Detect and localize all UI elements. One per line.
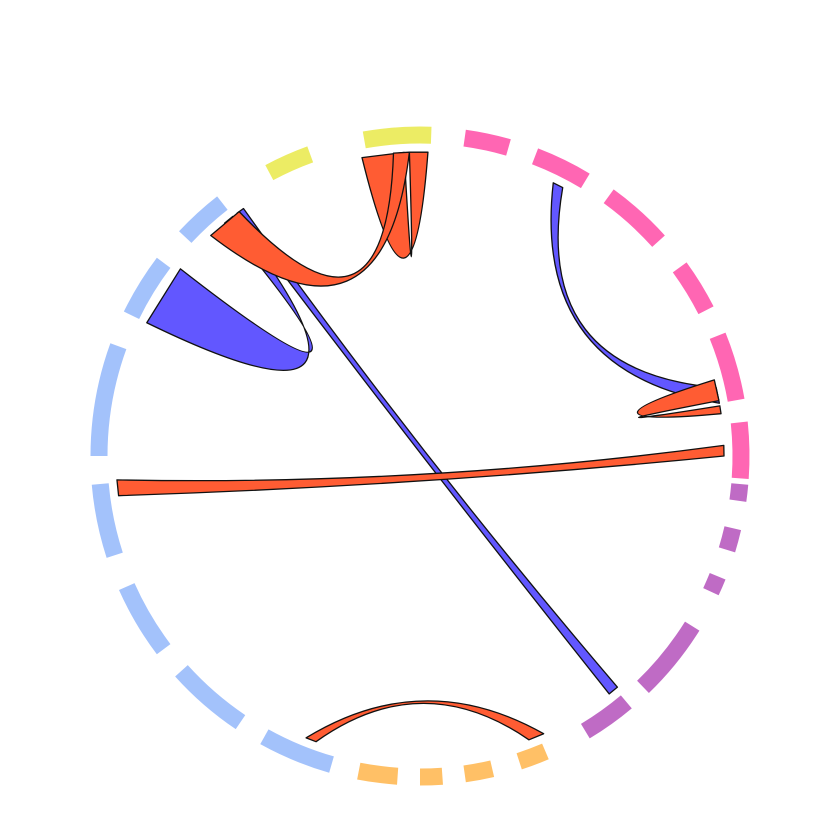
ribbon-yellow-blue-1 [146,215,313,372]
arc-segment-g2-s3 [637,621,700,694]
arc-segment-g4-s5 [123,257,171,320]
arc-segment-g1-s3 [672,262,714,315]
arc-segment-g4-s0 [260,729,334,773]
arc-segment-g4-s2 [118,582,171,655]
arc-segment-g3-s1 [463,760,495,783]
arc-segment-g4-s1 [175,665,246,730]
group-arcs [90,126,750,786]
ribbon-pink-pink-5 [636,379,722,419]
arc-segment-g1-s2 [603,189,665,247]
arc-segment-g3-s2 [419,767,443,786]
ribbon-blue-orange-7 [305,700,545,743]
arc-segment-g1-s4 [709,332,745,402]
arc-segment-g1-s1 [531,148,590,189]
arc-segment-g0-s0 [265,146,314,181]
ribbon-yellow-pink-3 [210,151,411,287]
arc-segment-g3-s0 [516,743,549,770]
ribbon-blue-purple-6 [116,444,725,497]
arc-segment-g2-s0 [729,483,749,502]
arc-segment-g1-s0 [463,129,511,156]
arc-segment-g2-s1 [718,526,742,553]
arc-segment-g3-s3 [357,762,399,785]
arc-segment-g2-s2 [703,573,726,596]
ribbons [116,151,725,743]
arc-segment-g0-s1 [362,126,432,149]
arc-segment-g1-s5 [730,421,750,479]
arc-segment-g4-s3 [91,483,123,558]
arc-segment-g4-s6 [179,196,228,243]
arc-segment-g4-s4 [90,343,127,457]
arc-segment-g2-s4 [580,695,632,739]
